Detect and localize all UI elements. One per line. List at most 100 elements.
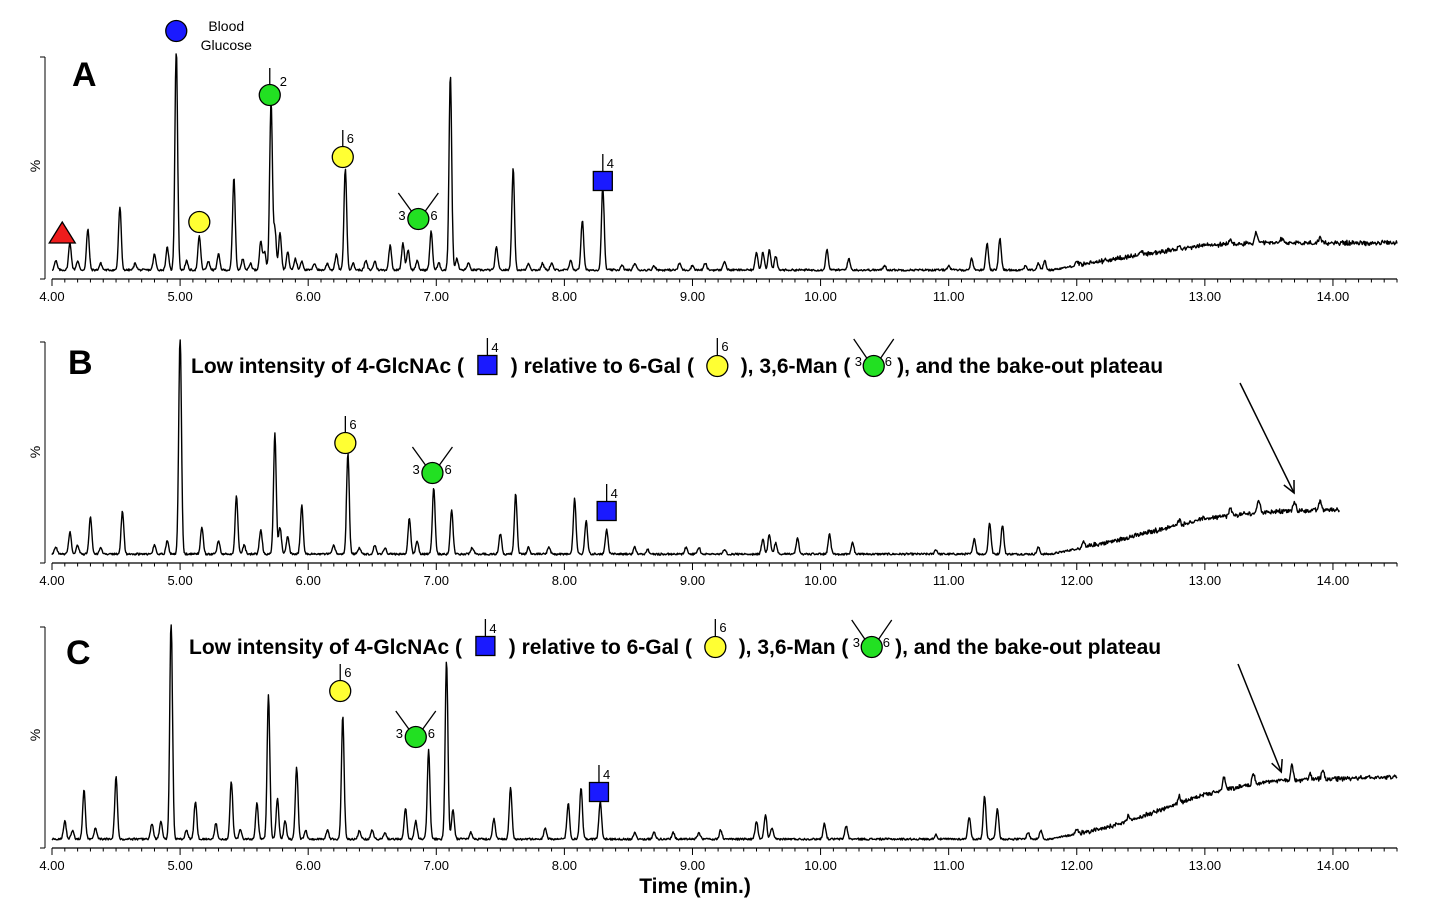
galactose-6-linked-symbol xyxy=(331,145,354,169)
chromatogram-trace xyxy=(51,53,1398,272)
note-glcnac-square xyxy=(477,354,498,376)
panels-layer: % 4.00 5.00 6.00 7.00 8.00 9.00 10.00 11.00 12.00… xyxy=(27,18,1398,873)
mannose-3-6-linked-symbol xyxy=(421,461,444,485)
linkage-line xyxy=(424,192,439,212)
annotation-note: Low intensity of 4-GlcNAc ( ) relative t… xyxy=(189,619,1161,659)
note-part-2: ) relative to 6-Gal ( xyxy=(509,636,692,659)
linkage-line xyxy=(853,338,868,359)
x-tick-label: 12.00 xyxy=(1060,289,1093,304)
x-tick-label: 6.00 xyxy=(296,858,321,873)
mannose-3-6-linked-symbol xyxy=(407,207,430,231)
linkage-line xyxy=(880,338,895,359)
linkage-line xyxy=(878,619,893,640)
x-tick-label: 11.00 xyxy=(933,858,965,873)
linkage-position-label: 3 xyxy=(398,208,405,223)
x-axis-label: Time (min.) xyxy=(639,875,751,898)
note-glcnac-symbol: 4 xyxy=(477,338,499,376)
x-tick-label: 8.00 xyxy=(552,289,577,304)
linkage-position-label: 6 xyxy=(444,462,451,477)
linkage-position-label: 6 xyxy=(885,354,892,369)
panel-A: % 4.00 5.00 6.00 7.00 8.00 9.00 10.00 11.00 12.00… xyxy=(27,18,1398,304)
linkage-position-label: 6 xyxy=(344,665,351,680)
annotation-text: Low intensity of 4-GlcNAc ( ) relative t… xyxy=(191,355,1163,378)
x-tick-label: 9.00 xyxy=(680,289,705,304)
plateau-arrow-line xyxy=(1239,382,1295,494)
blood-glucose-symbol xyxy=(165,19,188,43)
note-galactose-symbol: 6 xyxy=(706,338,729,378)
x-tick-label: 5.00 xyxy=(167,858,192,873)
linkage-position-label: 4 xyxy=(491,340,498,355)
linkage-position-label: 4 xyxy=(611,486,618,501)
linkage-line xyxy=(411,446,426,466)
chromatogram-trace xyxy=(51,624,1398,841)
x-tick-label: 6.00 xyxy=(296,289,321,304)
plateau-arrow-head xyxy=(1283,479,1295,495)
note-part-3: ), 3,6-Man ( xyxy=(741,355,851,378)
y-axis-label: % xyxy=(27,160,43,172)
galactose-6-linked-symbol xyxy=(329,679,352,703)
x-tick-label: 6.00 xyxy=(296,573,321,588)
chromatogram-trace xyxy=(51,339,1341,556)
note-part-1: Low intensity of 4-GlcNAc ( xyxy=(189,636,462,659)
x-tick-label: 7.00 xyxy=(424,289,449,304)
hexose-2-linked-symbol xyxy=(258,83,281,107)
x-tick-label: 5.00 xyxy=(167,573,192,588)
linkage-position-label: 3 xyxy=(396,726,403,741)
note-glcnac-square xyxy=(475,635,496,657)
linkage-position-label: 6 xyxy=(428,726,435,741)
x-tick-label: 10.00 xyxy=(804,573,837,588)
x-tick-label: 14.00 xyxy=(1317,573,1350,588)
legend-glucose-label: Glucose xyxy=(201,37,253,53)
plateau-arrow-head xyxy=(1271,758,1283,774)
linkage-line xyxy=(438,446,453,466)
linkage-position-label: 6 xyxy=(347,131,354,146)
fucose-triangle-symbol xyxy=(48,220,77,244)
note-part-2: ) relative to 6-Gal ( xyxy=(511,355,694,378)
linkage-position-label: 6 xyxy=(349,417,356,432)
plateau-arrow-line xyxy=(1237,663,1282,773)
galactose-symbol xyxy=(188,210,211,234)
linkage-position-label: 3 xyxy=(412,462,419,477)
galactose-6-linked-symbol xyxy=(334,431,357,455)
x-tick-label: 8.00 xyxy=(552,858,577,873)
linkage-line xyxy=(422,710,437,730)
note-glcnac-symbol: 4 xyxy=(475,619,497,657)
x-tick-label: 9.00 xyxy=(680,858,705,873)
note-part-1: Low intensity of 4-GlcNAc ( xyxy=(191,355,464,378)
x-tick-label: 8.00 xyxy=(552,573,577,588)
x-tick-label: 5.00 xyxy=(167,289,192,304)
annotation-note: Low intensity of 4-GlcNAc ( ) relative t… xyxy=(191,338,1163,378)
linkage-position-label: 2 xyxy=(280,74,287,89)
linkage-position-label: 6 xyxy=(721,339,728,354)
note-galactose-circle xyxy=(706,354,729,378)
x-tick-label: 4.00 xyxy=(39,573,64,588)
x-tick-label: 11.00 xyxy=(933,573,965,588)
linkage-position-label: 4 xyxy=(489,621,496,636)
panel-letter: C xyxy=(66,634,91,672)
note-mannose-circle xyxy=(862,354,885,378)
x-tick-label: 13.00 xyxy=(1189,573,1222,588)
linkage-position-label: 6 xyxy=(430,208,437,223)
x-tick-label: 14.00 xyxy=(1317,858,1350,873)
glcnac-4-linked-symbol xyxy=(592,170,613,192)
legend-blood-label: Blood xyxy=(208,18,244,34)
x-tick-label: 9.00 xyxy=(680,573,705,588)
linkage-position-label: 4 xyxy=(607,156,614,171)
panel-B: % 4.00 5.00 6.00 7.00 8.00 9.00 10.00 11.00 12.00… xyxy=(27,338,1398,588)
x-tick-label: 10.00 xyxy=(804,858,837,873)
annotation-text: Low intensity of 4-GlcNAc ( ) relative t… xyxy=(189,636,1161,659)
y-axis-label: % xyxy=(27,446,43,458)
linkage-position-label: 4 xyxy=(603,767,610,782)
x-tick-label: 12.00 xyxy=(1060,858,1093,873)
x-tick-label: 14.00 xyxy=(1317,289,1350,304)
glcnac-4-linked-symbol xyxy=(596,500,617,522)
linkage-position-label: 3 xyxy=(853,635,860,650)
x-tick-label: 10.00 xyxy=(804,289,837,304)
linkage-line xyxy=(851,619,866,640)
x-tick-label: 4.00 xyxy=(39,289,64,304)
x-tick-label: 7.00 xyxy=(424,858,449,873)
x-tick-label: 13.00 xyxy=(1189,858,1222,873)
